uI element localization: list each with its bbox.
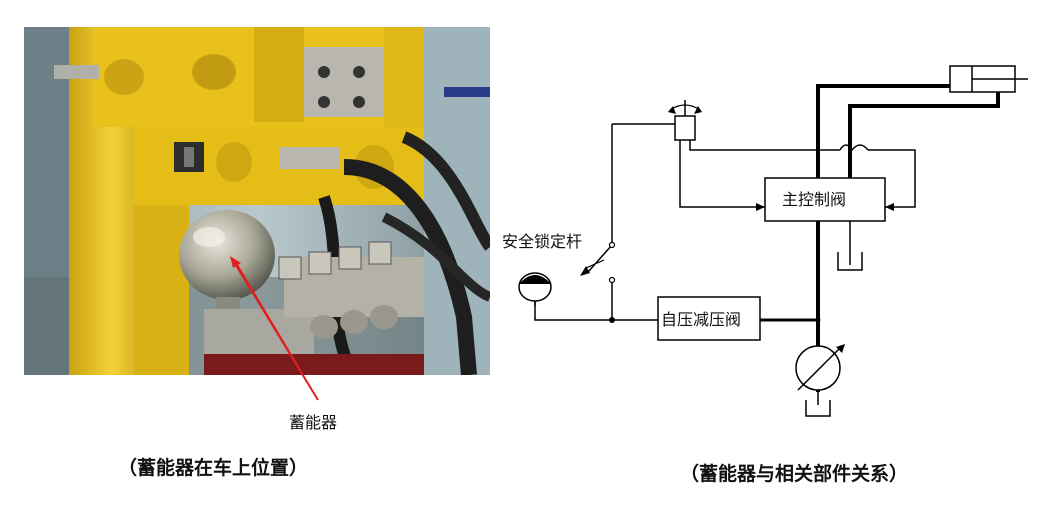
junction-dot (609, 317, 615, 323)
hydraulic-hose (343, 159, 477, 375)
callout-arrow-line (233, 261, 319, 401)
pump-symbol (795, 345, 841, 391)
main-line-return (848, 92, 1000, 178)
photo-caption: （蓄能器在车上位置） (118, 457, 309, 479)
arrow-into-valve-left (756, 203, 765, 211)
lock-lever-switch (587, 244, 613, 273)
callout-arrowhead (230, 256, 241, 268)
schematic-caption: （蓄能器与相关部件关系） (680, 463, 909, 485)
reducing-valve-label: 自压减压阀 (661, 310, 741, 329)
tank-symbol-upper (837, 252, 863, 271)
main-line-pump (816, 84, 950, 392)
pilot-line-bottom (534, 300, 658, 321)
arrow-into-valve-right (885, 203, 894, 211)
accumulator-callout-label: 蓄能器 (289, 413, 337, 432)
lock-lever-label: 安全锁定杆 (502, 232, 582, 251)
machine-photo (24, 27, 490, 375)
accumulator-symbol (518, 272, 552, 306)
main-control-valve-label: 主控制阀 (782, 190, 846, 209)
pilot-valve-body (674, 115, 696, 141)
main-control-valve-box (764, 177, 886, 222)
reducing-valve-box (657, 296, 761, 341)
tank-symbol-lower (805, 400, 831, 417)
